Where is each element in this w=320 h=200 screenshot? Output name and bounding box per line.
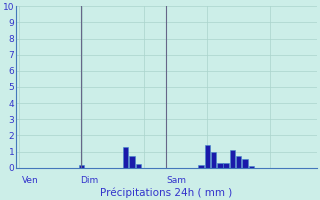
Bar xyxy=(123,147,128,168)
Bar xyxy=(204,145,210,168)
Bar xyxy=(79,165,84,168)
Bar xyxy=(135,164,141,168)
Bar xyxy=(217,163,222,168)
Bar xyxy=(236,156,241,168)
Bar xyxy=(198,165,204,168)
Bar xyxy=(223,163,229,168)
Bar xyxy=(242,159,248,168)
Bar xyxy=(211,152,216,168)
Text: Précipitations 24h ( mm ): Précipitations 24h ( mm ) xyxy=(100,188,233,198)
Bar xyxy=(230,150,235,168)
Text: Ven: Ven xyxy=(22,176,38,185)
Text: Sam: Sam xyxy=(166,176,187,185)
Text: Dim: Dim xyxy=(81,176,99,185)
Bar xyxy=(129,156,135,168)
Bar xyxy=(249,166,254,168)
